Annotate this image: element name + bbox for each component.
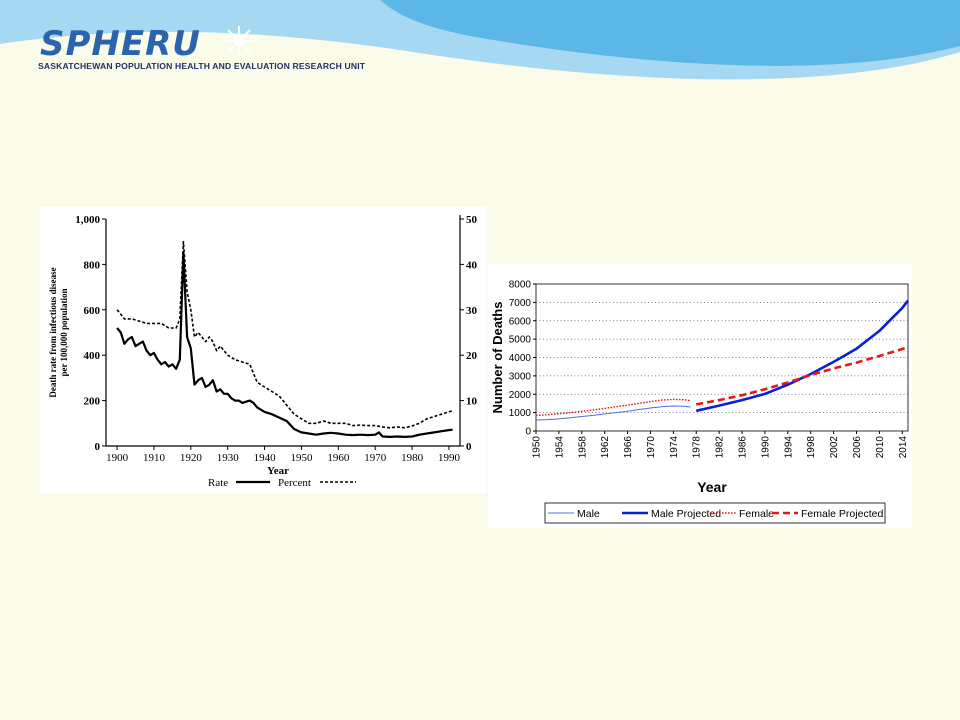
x-tick-label: 1974 [669, 436, 680, 459]
y-tick-label: 800 [84, 259, 101, 271]
y-tick-label: 4000 [509, 353, 532, 364]
series-line-male-projected [695, 299, 910, 413]
x-tick-label: 2006 [852, 436, 863, 459]
spheru-logo: SPHERU [40, 24, 201, 64]
x-tick-label: 2010 [875, 436, 886, 459]
x-tick-label: 1950 [532, 436, 543, 459]
y-tick-label: 200 [84, 396, 101, 408]
infectious-disease-chart-svg: 0 200 400 600 800 1,000 0 10 20 30 40 50 1900 1910 192… [48, 214, 478, 489]
y-tick-label: 5000 [509, 335, 532, 346]
x-tick-label: 1960 [327, 452, 350, 464]
y-axis-label: Number of Deaths [490, 302, 505, 414]
y2-tick-label: 0 [466, 441, 472, 453]
y2-tick-label: 10 [466, 396, 478, 408]
y-tick-label: 2000 [509, 390, 532, 401]
legend-label-female: Female [739, 508, 774, 520]
series-line-female-projected [695, 345, 909, 406]
sun-logo-icon [224, 26, 254, 56]
y-tick-label: 1,000 [75, 214, 100, 226]
y2-tick-label: 30 [466, 305, 478, 317]
y-tick-label: 0 [95, 441, 101, 453]
x-tick-label: 1970 [364, 452, 387, 464]
legend-label-female-projected: Female Projected [801, 508, 883, 520]
x-tick-label: 1962 [600, 436, 611, 459]
x-tick-label: 1900 [106, 452, 129, 464]
x-tick-label: 1980 [401, 452, 424, 464]
legend-label-male: Male [577, 508, 600, 520]
y-tick-label: 8000 [509, 280, 532, 291]
series-line-male [535, 405, 691, 421]
infectious-disease-chart: 0 200 400 600 800 1,000 0 10 20 30 40 50 1900 1910 192… [40, 207, 487, 493]
legend-label-rate: Rate [208, 477, 228, 489]
y2-tick-label: 40 [466, 259, 478, 271]
y-tick-label: 3000 [509, 371, 532, 382]
y-axis-label-line: per 100,000 population [59, 288, 69, 376]
x-axis-label: Year [267, 465, 289, 477]
x-tick-label: 1940 [254, 452, 277, 464]
y2-tick-label: 50 [466, 214, 478, 226]
header-wave [0, 0, 960, 80]
x-tick-label: 2014 [898, 436, 909, 459]
x-tick-label: 1998 [806, 436, 817, 459]
y-tick-label: 6000 [509, 316, 532, 327]
y-tick-label: 400 [84, 350, 101, 362]
x-tick-label: 1958 [577, 436, 588, 459]
y2-tick-label: 20 [466, 350, 478, 362]
x-axis-label: Year [697, 479, 727, 495]
deaths-projection-chart: 0 1000 2000 3000 4000 5000 6000 7000 8000 1950 195… [488, 264, 912, 528]
x-tick-label: 2002 [829, 436, 840, 459]
series-line-rate [116, 252, 453, 438]
y-tick-label: 7000 [509, 298, 532, 309]
x-tick-label: 1994 [783, 436, 794, 459]
x-tick-label: 1966 [623, 436, 634, 459]
y-axis-label-line: Death rate from infectious disease [48, 267, 58, 397]
x-tick-label: 1970 [646, 436, 657, 459]
x-tick-label: 1920 [180, 452, 203, 464]
y-tick-label: 0 [525, 427, 531, 438]
legend-label-percent: Percent [278, 477, 311, 489]
y-tick-label: 600 [84, 305, 101, 317]
y-tick-label: 1000 [509, 408, 532, 419]
legend-box [544, 502, 886, 524]
x-tick-label: 1978 [692, 436, 703, 459]
deaths-projection-chart-svg: 0 1000 2000 3000 4000 5000 6000 7000 8000 1950 195… [490, 280, 910, 524]
x-tick-label: 1930 [217, 452, 240, 464]
x-tick-label: 1950 [290, 452, 313, 464]
series-line-percent [116, 240, 453, 429]
y-axis-label: Death rate from infectious diseaseper 10… [48, 267, 69, 397]
x-tick-label: 1990 [760, 436, 771, 459]
x-tick-label: 1986 [738, 436, 749, 459]
header-wave-mid [380, 0, 960, 66]
header-banner: SPHERU SASKATCHEWAN POPULATION HEALTH AN… [0, 0, 960, 90]
x-tick-label: 1982 [715, 436, 726, 459]
legend-label-male-projected: Male Projected [651, 508, 721, 520]
x-tick-label: 1954 [554, 436, 565, 459]
org-name: SASKATCHEWAN POPULATION HEALTH AND EVALU… [38, 61, 366, 71]
x-tick-label: 1910 [143, 452, 166, 464]
x-tick-label: 1990 [438, 452, 461, 464]
